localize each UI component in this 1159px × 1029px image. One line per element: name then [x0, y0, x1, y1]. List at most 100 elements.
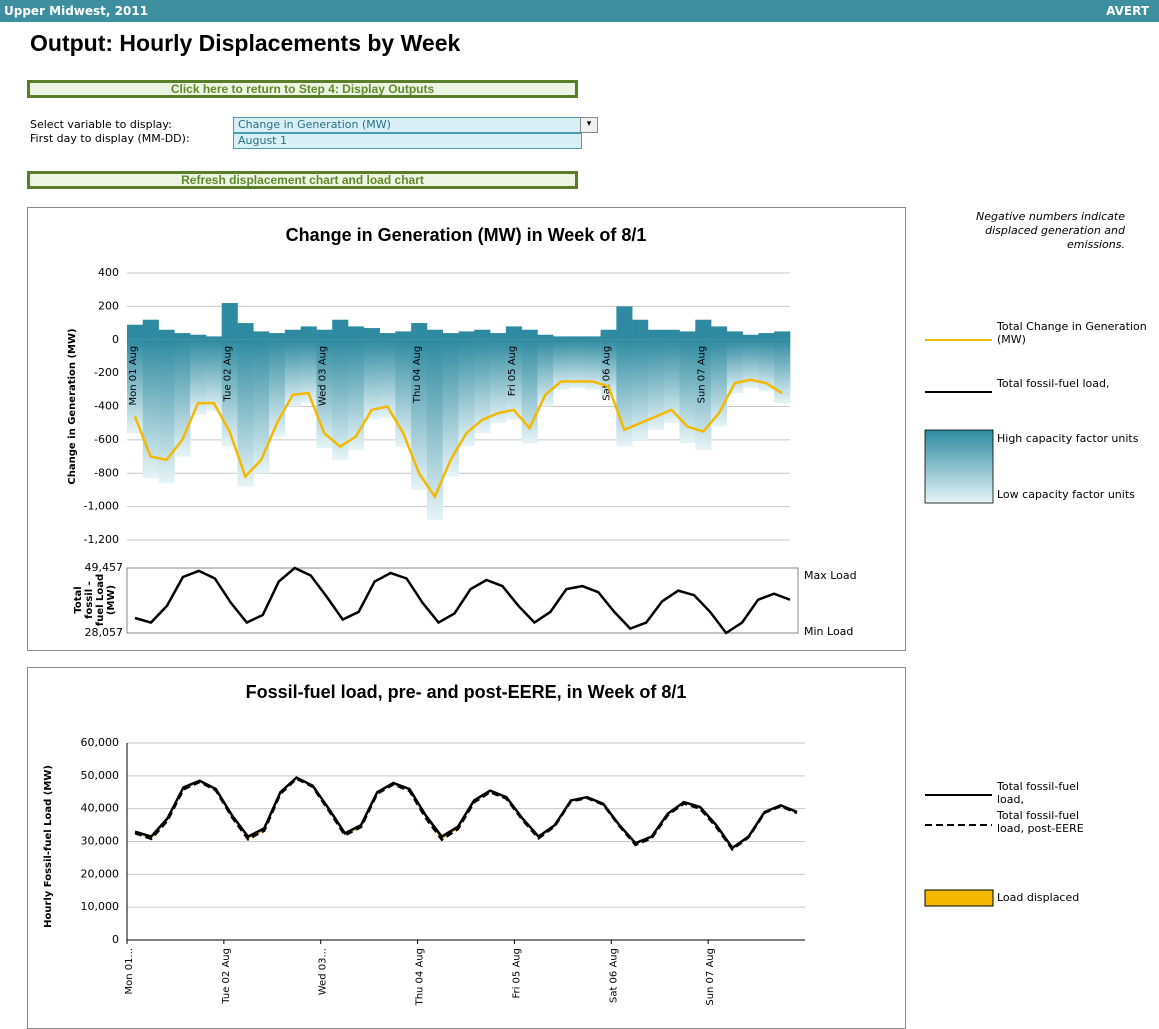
return-button[interactable]: Click here to return to Step 4: Display … [27, 80, 578, 98]
load-line [134, 566, 791, 635]
displacement-bar [363, 339, 380, 420]
positive-bar [395, 331, 412, 340]
positive-bar [663, 329, 680, 340]
positive-bar [221, 303, 238, 340]
mini-y-label: Total fossil - fuel Load (MW) [73, 573, 117, 627]
positive-bar [490, 333, 507, 340]
region: Upper Midwest, 2011 [4, 4, 149, 18]
positive-bar [600, 329, 617, 340]
displacement-bar [127, 339, 144, 434]
positive-bar [237, 323, 254, 340]
control-label: First day to display (MM-DD): [30, 132, 190, 145]
positive-bar [269, 333, 286, 340]
y-tick-label: 50,000 [81, 769, 120, 782]
displacement-bar [774, 339, 791, 404]
y-tick-label: 30,000 [81, 835, 120, 848]
positive-bar [205, 336, 223, 340]
displacement-bar [332, 339, 349, 460]
y-tick-label: 10,000 [81, 900, 120, 913]
displacement-bar [600, 339, 617, 397]
displacement-bar [758, 339, 775, 392]
legend-gradient [924, 429, 994, 504]
displacement-bar [490, 339, 507, 424]
y-tick-label: 20,000 [81, 867, 120, 880]
positive-bar [726, 331, 743, 340]
positive-bar [253, 331, 270, 340]
legend-label: Load displaced [997, 891, 1080, 904]
annotation: Min Load [804, 625, 853, 638]
x-tick-label: Fri 05 Aug [507, 346, 518, 397]
positive-bar [300, 326, 317, 340]
positive-bar [774, 331, 791, 340]
y-tick-label: -200 [94, 366, 119, 379]
y-tick-label: 200 [98, 299, 119, 312]
displacement-bar [411, 339, 428, 490]
positive-bar [474, 329, 491, 340]
header-bar: Upper Midwest, 2011 AVERT [0, 0, 1159, 22]
chart-frame [27, 207, 906, 651]
x-tick-label: Thu 04 Aug [412, 346, 423, 404]
positive-bar [742, 334, 759, 340]
positive-bar [190, 334, 207, 340]
refresh-button[interactable]: Refresh displacement chart and load char… [27, 171, 578, 189]
dropdown-arrow[interactable]: ▾ [580, 117, 598, 133]
displacement-bar [474, 339, 491, 434]
y-tick-label: 49,457 [85, 561, 124, 574]
displacement-bar [190, 339, 207, 415]
positive-bar [711, 326, 728, 340]
x-tick-label: Sun 07 Aug [696, 346, 707, 404]
positive-bar [569, 336, 586, 340]
variable-select[interactable]: Change in Generation (MW) [233, 117, 582, 133]
displacement-bar [348, 339, 365, 450]
positive-bar [316, 329, 333, 340]
note: Negative numbers indicate displaced gene… [976, 210, 1125, 251]
page-title: Output: Hourly Displacements by Week [30, 30, 461, 56]
y-tick-label: -800 [94, 466, 119, 479]
displacement-bar [442, 339, 459, 477]
positive-bar [584, 336, 601, 340]
x-tick-label: Wed 03 Aug [317, 346, 328, 406]
mini-frame [126, 567, 799, 634]
displacement-bar [569, 339, 586, 389]
positive-bar [695, 319, 712, 340]
positive-bar [127, 324, 144, 340]
positive-bar [505, 326, 522, 340]
legend-label: Total fossil-fuel load, [997, 377, 1110, 390]
y-tick-label: 400 [98, 266, 119, 279]
positive-bar [348, 326, 365, 340]
change-line [133, 378, 783, 500]
x-tick-label: Mon 01 Aug [128, 346, 139, 406]
positive-bar [174, 333, 191, 340]
positive-bar [679, 331, 696, 340]
x-tick-label: Sat 06 Aug [602, 346, 613, 401]
displacement-bar [221, 339, 238, 447]
legend-swatch [924, 889, 994, 907]
control-label: Select variable to display: [30, 118, 172, 131]
displacement-bar [679, 339, 696, 444]
displacement-bar [379, 339, 396, 419]
displacement-bar [253, 339, 270, 474]
positive-bar [553, 336, 570, 340]
displacement-bar [632, 339, 649, 440]
positive-bar [379, 333, 396, 340]
positive-bar [363, 328, 380, 340]
positive-bar [758, 333, 775, 340]
positive-bar [411, 323, 428, 340]
brand: AVERT [1106, 4, 1149, 18]
x-tick-label: Mon 01... [124, 948, 135, 995]
displacement-bar [726, 339, 743, 394]
displacement-bar [584, 339, 601, 390]
y-tick-label: 28,057 [85, 626, 124, 639]
y-tick-label: 0 [112, 333, 119, 346]
displacement-bar [300, 339, 317, 404]
positive-bar [332, 319, 349, 340]
y-axis-label: Hourly Fossil-fuel Load (MW) [43, 765, 54, 928]
displacement-bar [553, 339, 570, 390]
displacement-bar [505, 339, 522, 420]
positive-bar [158, 329, 175, 340]
positive-bar [458, 331, 475, 340]
day-input[interactable]: August 1 [233, 133, 582, 149]
displacement-bar [237, 339, 254, 487]
